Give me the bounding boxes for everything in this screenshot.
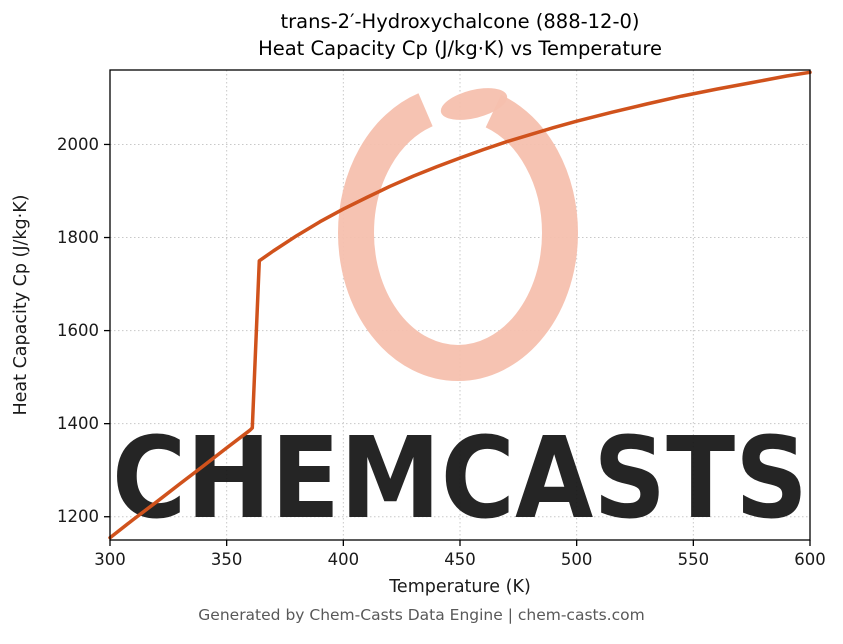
plot-canvas: CHEMCASTS 300 350 400 450 500 550 600 1200 1400 16… [11,69,826,597]
x-tick-label: 350 [211,550,243,569]
chart-title-line1: trans-2′-Hydroxychalcone (888-12-0) [280,10,640,33]
y-tick-label: 1400 [57,414,99,433]
x-tick-label: 400 [328,550,360,569]
watermark-ring-icon [338,85,578,381]
y-tick-label: 2000 [57,135,99,154]
x-tick-label: 500 [561,550,593,569]
chart-title-line2: Heat Capacity Cp (J/kg·K) vs Temperature [258,37,662,60]
x-tick-label: 600 [794,550,826,569]
watermark-brush-dab-icon [440,88,508,120]
y-tick-label: 1800 [57,228,99,247]
y-tick-label: 1600 [57,321,99,340]
y-axis-label: Heat Capacity Cp (J/kg·K) [11,195,31,416]
footer-credit: Generated by Chem-Casts Data Engine | ch… [198,606,645,624]
x-tick-label: 300 [94,550,126,569]
x-tick-label: 550 [678,550,710,569]
x-tick-label: 450 [444,550,476,569]
y-tick-label: 1200 [57,507,99,526]
cp-curve [108,70,812,540]
x-axis-label: Temperature (K) [388,577,531,597]
watermark-text: CHEMCASTS [112,414,808,544]
